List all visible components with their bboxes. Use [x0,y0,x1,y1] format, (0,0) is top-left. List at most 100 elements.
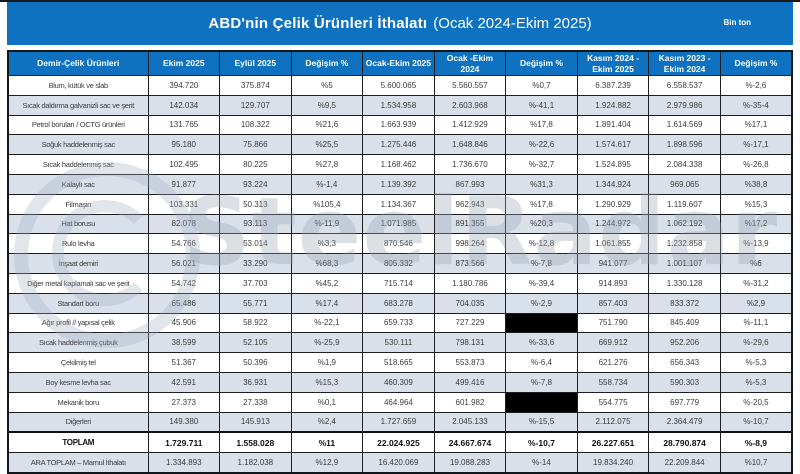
cell-value: 1.275.446 [362,134,435,156]
row-label: Mekanik boru [7,391,149,413]
row-label: Soğuk haddelenmiş sac [7,134,149,156]
cell-value: 54.742 [147,272,221,294]
cell-value: 131.765 [147,114,221,136]
cell-value: %-33,6 [505,332,578,354]
cell-value: %-7,8 [505,253,578,274]
cell-value: 798.131 [433,332,507,354]
report-container: ABD'nin Çelik Ürünleri İthalatı (Ocak 20… [7,2,793,474]
cell-value: 108.322 [219,114,292,136]
cell-value: %-26,8 [719,154,793,175]
cell-value: 16.420.069 [362,452,435,474]
cell-value: 601.982 [433,391,507,413]
cell-value: 2.603.968 [433,94,507,116]
cell-value: 103.331 [147,193,221,215]
cell-value: 867.993 [433,173,507,195]
cell-value: %0,7 [505,75,578,96]
cell-value: %21,6 [290,114,364,136]
row-label: Boy kesme levha sac [7,371,149,393]
cell-value: 93.113 [219,213,292,235]
title-bar: ABD'nin Çelik Ürünleri İthalatı (Ocak 20… [7,2,793,45]
row-label: Ağır profil // yapısal çelik [7,312,149,334]
cell-value: 26.227.651 [576,431,650,454]
cell-value: 1.071.985 [362,213,435,235]
table-row: Mekanik boru 27.373 27.338 %0,1 464.964 601.9… [7,391,793,413]
cell-value: 1.344.924 [576,173,650,195]
cell-value: 51.367 [147,352,221,373]
cell-value: 27.373 [147,391,221,413]
cell-value: 1.524.895 [576,154,650,175]
cell-value: %27,8 [290,154,364,175]
cell-value: 805.332 [362,253,435,274]
total-row: TOPLAM 1.729.711 1.558.028 %11 22.024.925 24.… [7,431,793,454]
cell-value: 22.024.925 [362,431,435,454]
table-row: Standart boru 65.486 55.771 %17,4 683.278 704… [7,292,793,314]
table-row: Sıcak haddelenmiş sac 102.495 80.225 %27,8 1… [7,154,793,175]
row-label: TOPLAM [7,431,149,454]
cell-value: 65.486 [147,292,221,314]
cell-value: 6.558.537 [648,75,721,96]
cell-value: 659.733 [362,312,435,334]
cell-value: %-17,1 [719,134,793,156]
cell-value: 55.771 [219,292,292,314]
cell-value: %15,3 [719,193,793,215]
column-header: Ocak-Ekim 2025 [362,50,435,76]
cell-value: 873.566 [433,253,507,274]
cell-value: 998.264 [433,233,507,255]
cell-value: %2,9 [719,292,793,314]
cell-value: 1.001.107 [648,253,721,274]
cell-value: 1.924.882 [576,94,650,116]
cell-value: %10,7 [719,452,793,474]
cell-value: 27.338 [219,391,292,413]
table-row: Diğerleri 149.380 145.913 %2,4 1.727.659 2.04… [7,411,793,433]
cell-value: 1.558.028 [219,431,292,454]
cell-value: 891.355 [433,213,507,235]
cell-value: %38,8 [719,173,793,195]
cell-value: 1.062.192 [648,213,721,235]
title-period: (Ocak 2024-Ekim 2025) [433,15,592,32]
cell-value: 2.364.479 [648,411,721,433]
cell-value: 833.372 [648,292,721,314]
table-row: Blum, kütük ve slab 394.720 375.874 %5 5.600… [7,75,793,96]
cell-value: 24.667.674 [433,431,507,454]
cell-value: %-15,5 [505,411,578,433]
cell-value: %-39,4 [505,272,578,294]
cell-value: %17,4 [290,292,364,314]
cell-value: 75.866 [219,134,292,156]
cell-value: %-5,3 [719,371,793,393]
row-label: Kalaylı sac [7,173,149,195]
cell-value: 914.893 [576,272,650,294]
row-label: Filmaşin [7,193,149,215]
row-label: Blum, kütük ve slab [7,75,149,96]
column-header: Ocak -Ekim 2024 [433,50,507,76]
cell-value: 697.779 [648,391,721,413]
cell-value: 93.224 [219,173,292,195]
cell-value: 6.387.239 [576,75,650,96]
cell-value: 142.034 [147,94,221,116]
cell-value: 50.396 [219,352,292,373]
cell-value: 1.736.670 [433,154,507,175]
cell-value: 1.180.786 [433,272,507,294]
cell-value: 870.546 [362,233,435,255]
top-border-line [0,0,800,2]
cell-value: 19.088.283 [433,452,507,474]
cell-value: 1.534.958 [362,94,435,116]
column-header: Kasım 2023 - Ekim 2024 [648,50,721,76]
cell-value: %-31,2 [719,272,793,294]
cell-value: 727.229 [433,312,507,334]
cell-value: 129.707 [219,94,292,116]
cell-value: %-14 [505,452,578,474]
cell-value: 95.180 [147,134,221,156]
cell-value: %-1,4 [290,173,364,195]
cell-value: 1.334.893 [147,452,221,474]
cell-value: 1.330.128 [648,272,721,294]
cell-value: 464.964 [362,391,435,413]
cell-value: %-10,7 [505,431,578,454]
row-label: Çekilmiş tel [7,352,149,373]
cell-value: %-41,1 [505,94,578,116]
cell-value: 460.309 [362,371,435,393]
row-label: Petrol boruları / OCTG ürünleri [7,114,149,136]
cell-value: %17,8 [505,114,578,136]
cell-value: %-11,1 [719,312,793,334]
cell-value: 621.276 [576,352,650,373]
cell-value: %-13,9 [719,233,793,255]
